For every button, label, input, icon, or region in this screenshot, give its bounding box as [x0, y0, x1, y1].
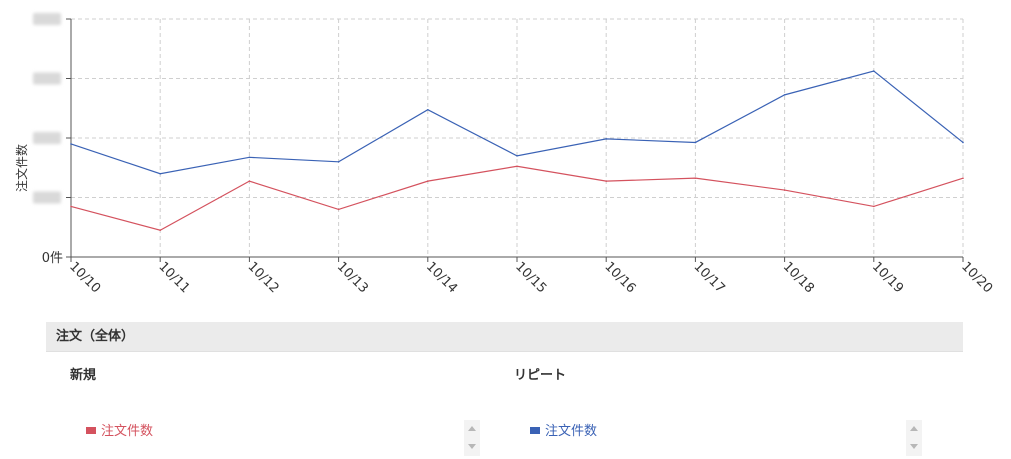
data-point[interactable]	[427, 180, 429, 182]
line-chart: 0件 注文件数 10/10 10/11 10/12 10/13 10/14 10/15 10/1…	[14, 13, 995, 296]
legend-scroller-repeat[interactable]	[906, 420, 922, 456]
x-tick-label: 10/17	[691, 259, 728, 296]
data-point[interactable]	[159, 229, 161, 232]
data-point[interactable]	[962, 141, 964, 144]
legend-item-new-label: 注文件数	[101, 424, 154, 439]
legend-scroller-new[interactable]	[464, 420, 480, 456]
y-tick-label-obscured	[33, 13, 61, 25]
x-tick-label: 10/13	[334, 259, 371, 296]
data-point[interactable]	[70, 205, 72, 208]
legend-header: 注文（全体）	[46, 322, 963, 352]
axis-labels: 0件 注文件数 10/10 10/11 10/12 10/13 10/14 10/15 10/1…	[14, 13, 995, 296]
data-point[interactable]	[70, 143, 72, 145]
grid-lines	[70, 18, 964, 257]
scroll-down-icon[interactable]	[468, 444, 476, 449]
data-point[interactable]	[605, 180, 607, 182]
y-tick-label-obscured	[33, 191, 61, 204]
data-point[interactable]	[337, 208, 340, 211]
legend-swatch-red	[86, 427, 96, 434]
legend-swatch-blue	[530, 427, 540, 434]
scroll-up-icon[interactable]	[910, 426, 918, 431]
legend-item-repeat-orders[interactable]: 注文件数	[530, 424, 597, 440]
x-tick-label: 10/18	[780, 259, 817, 296]
legend-columns: 新規 注文件数 リピート 注文件数	[46, 352, 963, 456]
data-point[interactable]	[516, 155, 518, 157]
x-tick-label: 10/11	[155, 259, 192, 296]
legend-title-repeat: リピート	[514, 368, 567, 383]
legend-item-repeat-label: 注文件数	[545, 424, 598, 439]
x-tick-label: 10/16	[601, 259, 638, 296]
data-point[interactable]	[516, 165, 518, 168]
data-point[interactable]	[873, 70, 875, 72]
scroll-down-icon[interactable]	[910, 444, 918, 449]
data-point[interactable]	[694, 141, 697, 144]
x-tick-label: 10/10	[66, 259, 103, 296]
data-point[interactable]	[605, 138, 607, 140]
chart-canvas: 0件 注文件数 10/10 10/11 10/12 10/13 10/14 10/15 10/1…	[14, 13, 995, 296]
y-tick-label-obscured	[33, 72, 61, 85]
legend-title-new: 新規	[70, 368, 97, 383]
data-point[interactable]	[248, 156, 251, 159]
data-point[interactable]	[783, 94, 786, 96]
x-tick-label: 10/15	[512, 259, 549, 296]
legend-item-new-orders[interactable]: 注文件数	[86, 424, 153, 440]
series-lines	[70, 70, 964, 232]
axes	[66, 18, 964, 262]
data-point[interactable]	[248, 180, 251, 182]
y-tick-label: 0件	[42, 251, 63, 266]
data-point[interactable]	[873, 205, 875, 208]
data-point[interactable]	[694, 177, 697, 179]
scroll-up-icon[interactable]	[468, 426, 476, 431]
x-tick-label: 10/19	[869, 259, 906, 296]
y-tick-label-obscured	[33, 132, 61, 144]
legend-panel: 注文（全体） 新規 注文件数 リピート 注文件数	[46, 322, 963, 456]
data-point[interactable]	[427, 108, 429, 111]
x-tick-label: 10/14	[423, 259, 460, 296]
data-point[interactable]	[159, 172, 161, 175]
series-line-repeat[interactable]	[70, 70, 964, 175]
x-tick-label: 10/20	[958, 259, 995, 296]
data-point[interactable]	[783, 189, 786, 191]
data-point[interactable]	[962, 177, 964, 179]
x-tick-label: 10/12	[245, 259, 282, 296]
y-axis-label: 注文件数	[14, 144, 29, 192]
data-point[interactable]	[337, 161, 340, 163]
